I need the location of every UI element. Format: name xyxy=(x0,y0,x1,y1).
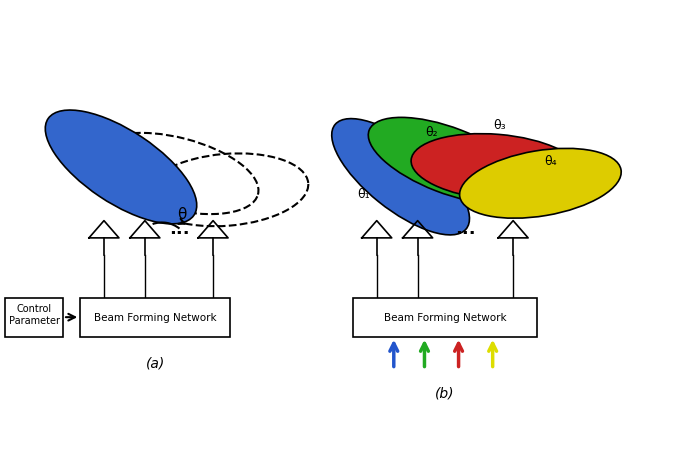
Ellipse shape xyxy=(369,118,528,204)
FancyBboxPatch shape xyxy=(353,298,537,337)
Text: θ₄: θ₄ xyxy=(545,155,557,168)
Ellipse shape xyxy=(411,134,581,201)
Text: Beam Forming Network: Beam Forming Network xyxy=(94,313,216,323)
Text: θ₂: θ₂ xyxy=(425,125,438,138)
Text: ...: ... xyxy=(455,219,475,237)
Ellipse shape xyxy=(45,111,197,224)
Ellipse shape xyxy=(460,149,621,219)
Text: (b): (b) xyxy=(435,386,455,399)
Text: ...: ... xyxy=(169,219,189,237)
Text: θ: θ xyxy=(177,207,187,222)
Text: Control
Parameter: Control Parameter xyxy=(9,303,60,325)
Text: θ₃: θ₃ xyxy=(493,119,506,132)
FancyBboxPatch shape xyxy=(80,298,230,337)
Text: (a): (a) xyxy=(145,356,164,370)
Text: θ₁: θ₁ xyxy=(357,187,369,200)
Text: Beam Forming Network: Beam Forming Network xyxy=(384,313,506,323)
Ellipse shape xyxy=(332,119,469,235)
FancyBboxPatch shape xyxy=(5,298,63,337)
